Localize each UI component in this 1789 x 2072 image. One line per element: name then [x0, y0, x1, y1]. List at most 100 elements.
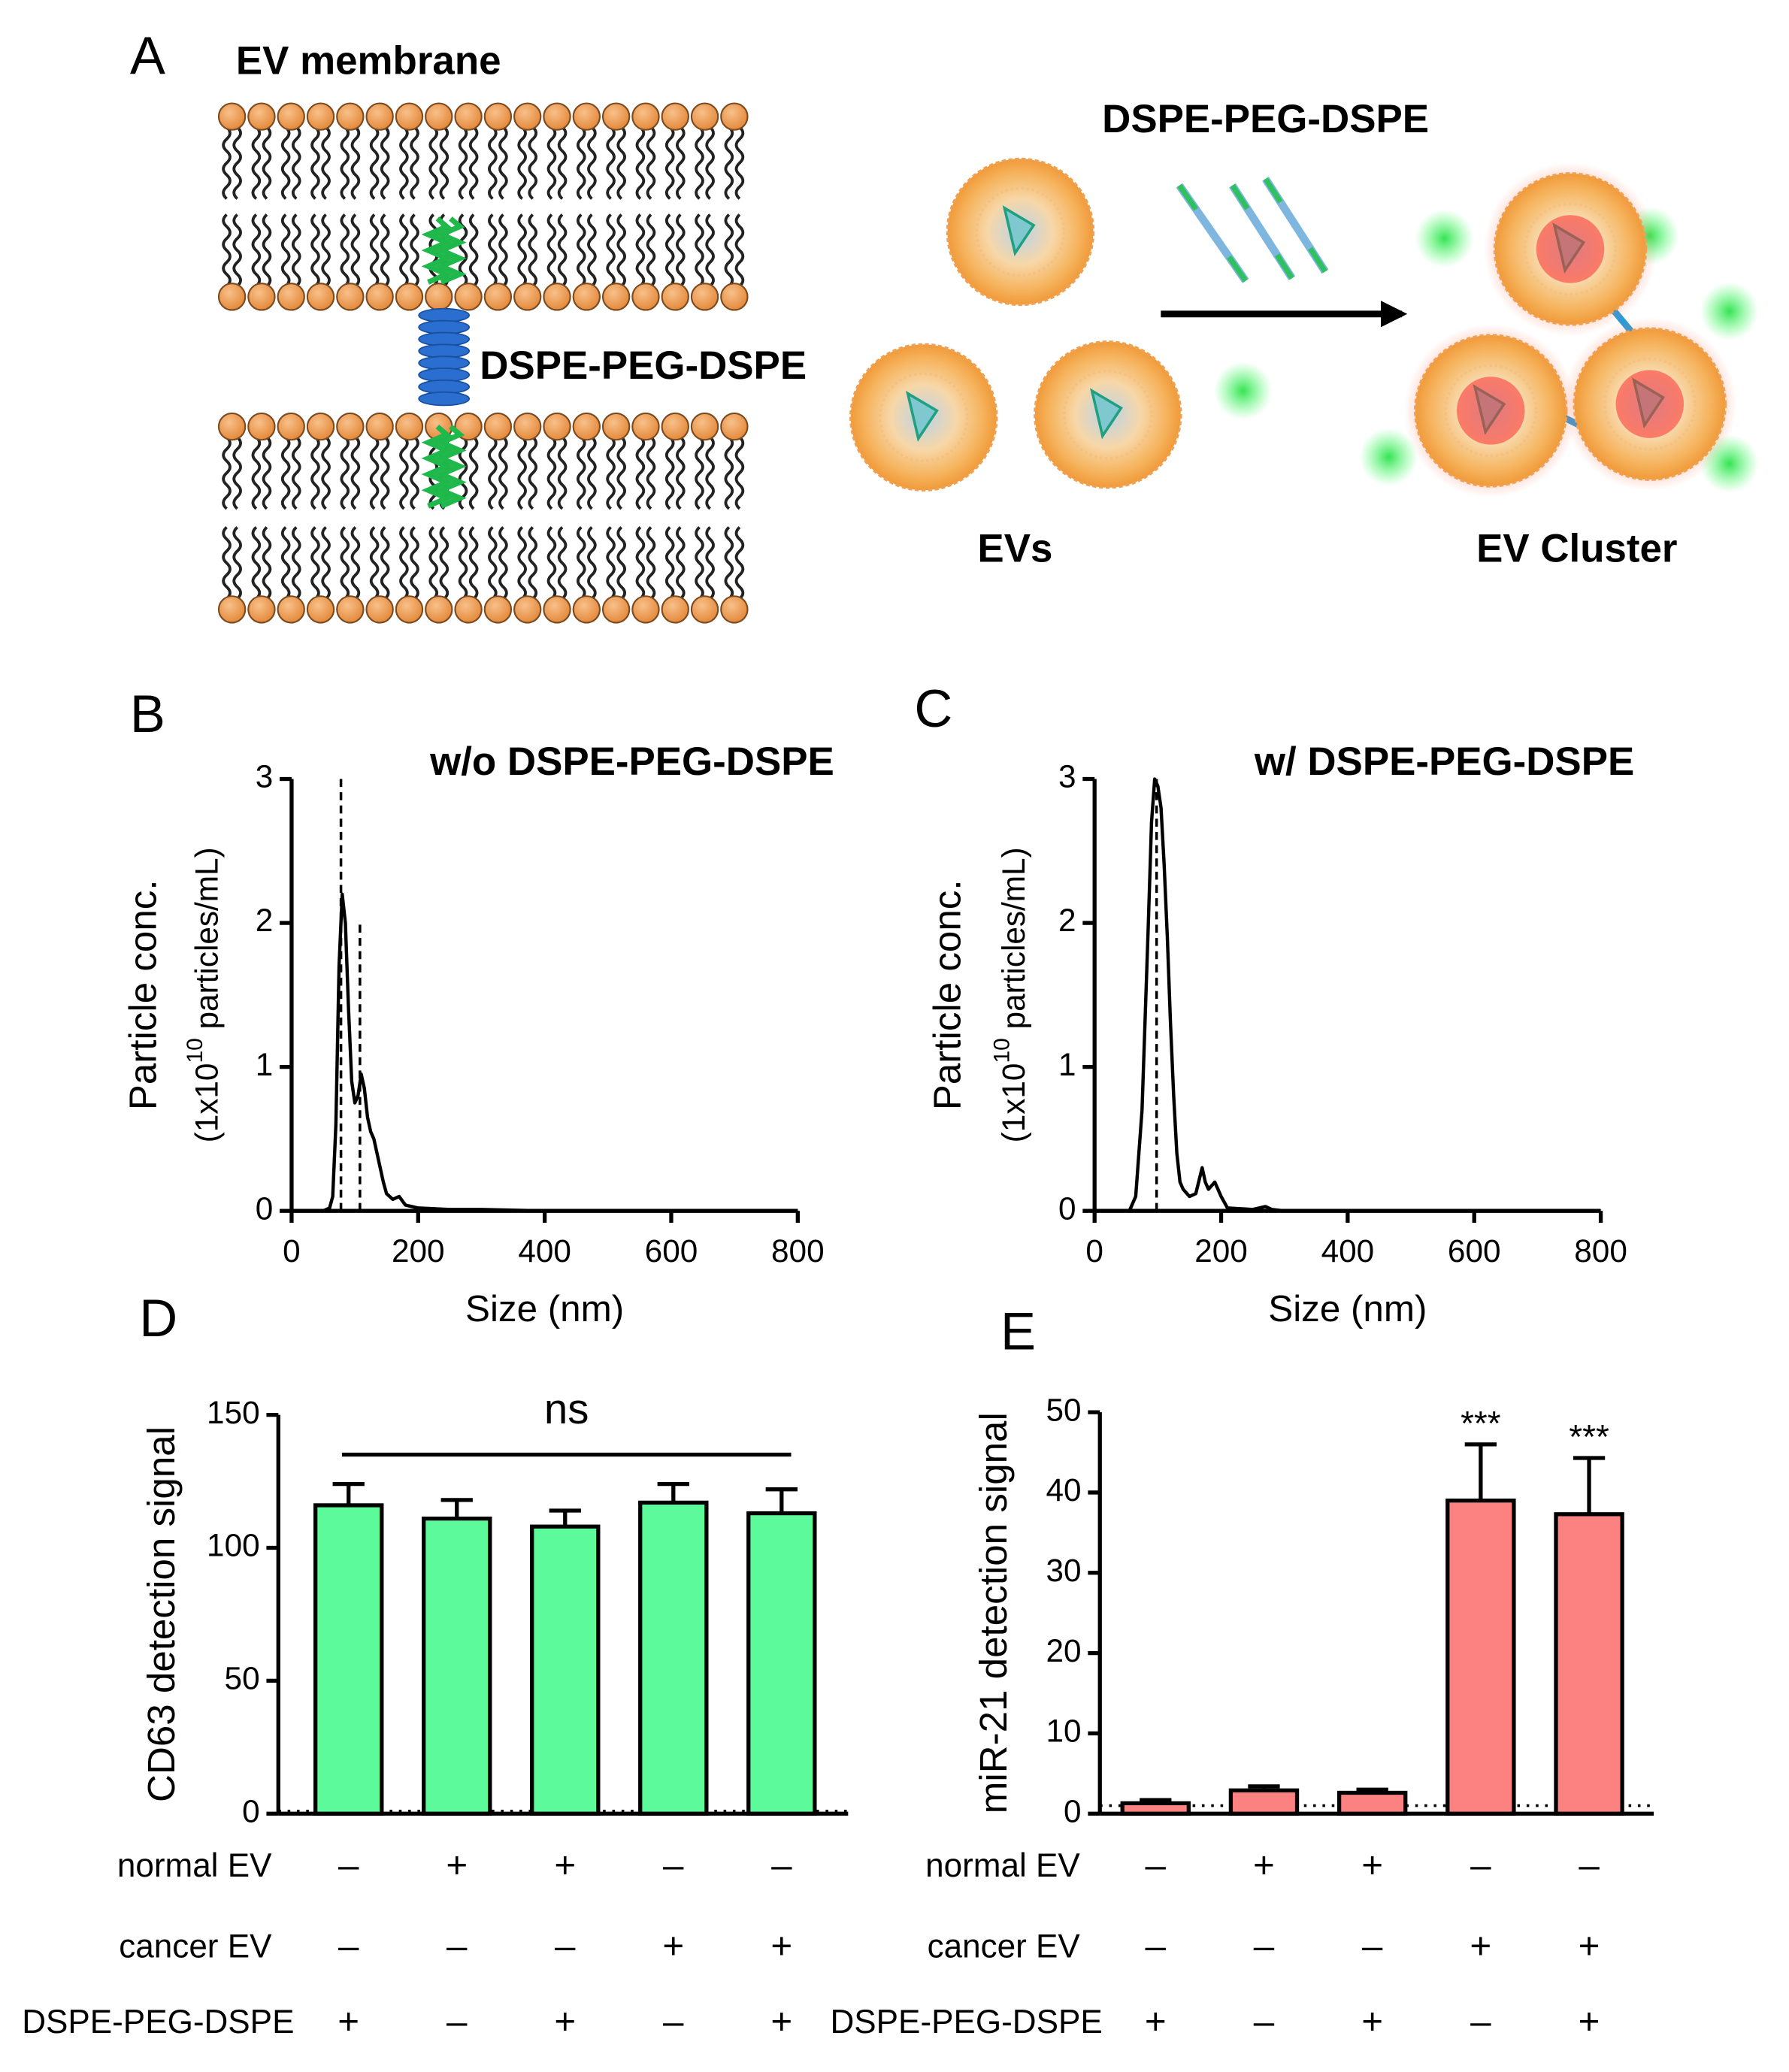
lipid-tail [616, 213, 627, 288]
x-tick-label: 800 [771, 1233, 825, 1269]
lipid-tail [606, 436, 616, 510]
panel-label: D [139, 1288, 177, 1348]
annotation: ns [544, 1385, 589, 1432]
lipid-head [601, 595, 631, 624]
lipid-head [306, 283, 335, 311]
lipid-tail [675, 526, 686, 600]
lipid-tail [646, 126, 656, 200]
lipid-head [365, 595, 394, 624]
lipid-head [217, 283, 247, 311]
lipid-tail [498, 126, 508, 200]
panel-label: C [914, 679, 952, 738]
lipid-head [601, 412, 631, 441]
data-line [322, 892, 798, 1213]
x-tick-label: 0 [1085, 1233, 1103, 1269]
lipid-head [336, 595, 365, 624]
lipid-head [365, 102, 394, 131]
bar [1336, 1790, 1408, 1816]
lipid-tail [517, 213, 527, 288]
lipid-head [247, 595, 276, 624]
lipid-tail [262, 213, 272, 288]
lipid-tail [557, 436, 568, 510]
bar [638, 1500, 709, 1816]
lipid-tail [428, 126, 439, 200]
lipid-tail [576, 126, 586, 200]
reagent-label: DSPE-PEG-DSPE [1102, 97, 1429, 141]
lipid-head [217, 102, 247, 131]
significance: *** [1461, 1404, 1501, 1442]
panel-a-illustration [217, 102, 1759, 624]
units-post: particles/mL) [996, 847, 1031, 1038]
lipid-tail [280, 213, 291, 288]
condition-label: cancer EV [928, 1928, 1081, 1965]
lipid-tail [428, 526, 439, 600]
condition-sign: + [1145, 2001, 1167, 2043]
lipid-tail [546, 126, 557, 200]
x-axis-label: Size (nm) [465, 1288, 624, 1329]
condition-sign: – [771, 1845, 792, 1886]
lipid-tail [646, 213, 656, 288]
lipid-tail [488, 436, 498, 510]
lipid-head [425, 102, 453, 131]
lipid-head [661, 102, 689, 131]
lipid-head [601, 102, 631, 131]
condition-sign: – [1146, 1845, 1167, 1886]
lipid-tail [340, 213, 350, 288]
lipid-head [336, 102, 365, 131]
lipid-head [336, 283, 365, 311]
lipid-head [543, 102, 571, 131]
condition-label: cancer EV [119, 1928, 272, 1965]
lipid-tail [340, 526, 350, 600]
lipid-tail [340, 436, 350, 510]
condition-label: normal EV [117, 1847, 272, 1884]
lipid-tail [380, 126, 390, 200]
lipid-tail [606, 526, 616, 600]
lipid-tail [280, 436, 291, 510]
y-axis-label: CD63 detection signal [140, 1426, 183, 1802]
lipid-tail [557, 526, 568, 600]
vesicle-inner [1523, 202, 1618, 296]
lipid-head [720, 595, 749, 624]
lipid-tail [724, 213, 734, 288]
lipid-tail [280, 126, 291, 200]
lipid-head [277, 283, 305, 311]
lipid-tail [458, 126, 468, 200]
lipid-tail [675, 213, 686, 288]
condition-sign: – [446, 2001, 468, 2043]
lipid-tail [724, 126, 734, 200]
lipid-tail [734, 526, 745, 600]
bar [1228, 1788, 1300, 1816]
lipid-tail [646, 436, 656, 510]
lipid-head [720, 102, 749, 131]
lipid-tail [498, 526, 508, 600]
reagent-strand [1275, 253, 1294, 280]
lipid-tail [528, 526, 538, 600]
lipid-head [513, 102, 542, 131]
bar [1554, 1512, 1624, 1816]
cluster-label: EV Cluster [1476, 526, 1677, 570]
lipid-tail [410, 126, 419, 200]
lipid-tail [724, 436, 734, 510]
peg-anchor [421, 216, 454, 285]
y-tick-label: 20 [1046, 1633, 1081, 1668]
lipid-tail [310, 526, 320, 600]
lipid-tail [734, 436, 745, 510]
y-tick-label: 2 [256, 903, 274, 938]
lipid-head [247, 412, 276, 441]
condition-label: DSPE-PEG-DSPE [22, 2004, 294, 2040]
condition-sign: – [1470, 1845, 1491, 1886]
y-axis-units: (1x1010 particles/mL) [183, 847, 225, 1142]
lipid-tail [439, 126, 450, 200]
lipid-tail [695, 526, 704, 600]
condition-sign: + [1361, 2001, 1383, 2043]
cargo [1002, 205, 1036, 257]
signal-core [1457, 377, 1525, 445]
lipid-head [336, 412, 365, 441]
x-tick-label: 800 [1574, 1233, 1627, 1269]
lipid-tail [734, 126, 745, 200]
fluor-glow [1415, 209, 1474, 268]
lipid-tail [380, 526, 390, 600]
lipid-tail [576, 436, 586, 510]
bar [313, 1503, 384, 1816]
lipid-tail [251, 436, 262, 510]
